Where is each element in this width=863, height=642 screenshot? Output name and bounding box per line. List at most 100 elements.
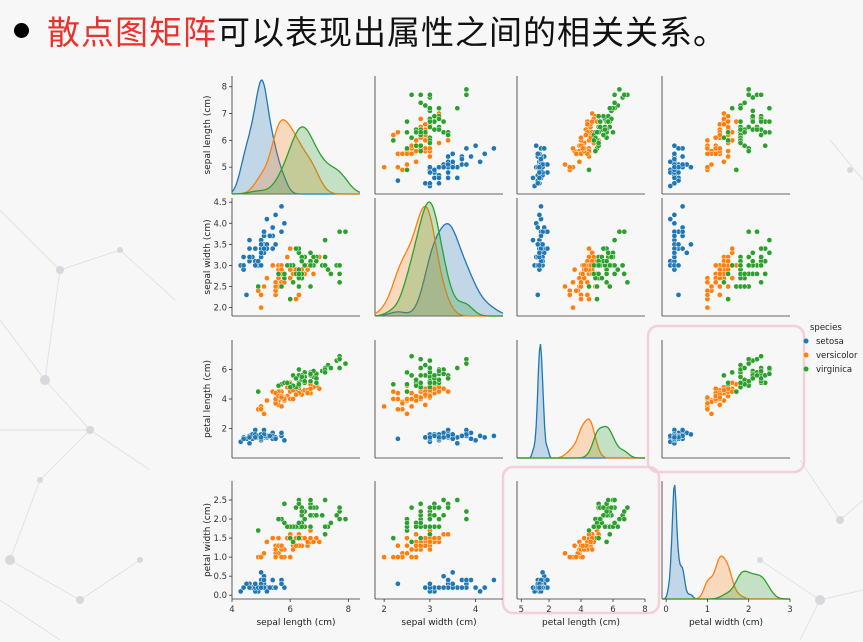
point-setosa	[258, 241, 264, 248]
point-versicolor	[296, 292, 302, 298]
point-virginica	[725, 379, 731, 386]
point-setosa	[459, 433, 465, 439]
point-virginica	[758, 245, 764, 252]
legend-label-virginica: virginica	[816, 365, 852, 375]
point-virginica	[603, 258, 610, 265]
point-versicolor	[573, 150, 580, 157]
title-text: 可以表现出属性之间的相关关系。	[217, 13, 727, 52]
point-virginica	[431, 126, 438, 133]
point-virginica	[301, 262, 308, 269]
point-virginica	[307, 497, 314, 503]
point-versicolor	[721, 262, 727, 269]
point-versicolor	[293, 296, 299, 302]
point-setosa	[463, 161, 470, 168]
point-virginica	[611, 237, 618, 243]
point-versicolor	[395, 129, 401, 136]
point-setosa	[445, 153, 451, 160]
point-virginica	[595, 140, 602, 146]
point-virginica	[592, 148, 599, 154]
point-virginica	[725, 129, 731, 136]
point-virginica	[600, 113, 607, 120]
point-virginica	[307, 283, 314, 290]
kde-fill-versicolor	[375, 206, 503, 316]
point-setosa	[671, 434, 678, 441]
point-virginica	[296, 500, 302, 507]
point-virginica	[281, 271, 288, 277]
point-virginica	[749, 108, 756, 114]
subplot-0-2	[516, 76, 645, 195]
point-virginica	[754, 271, 760, 277]
point-versicolor	[704, 292, 711, 298]
bullet-icon	[14, 22, 29, 38]
point-virginica	[342, 360, 349, 367]
point-setosa	[436, 180, 442, 187]
point-virginica	[595, 523, 602, 530]
point-setosa	[445, 577, 451, 583]
point-setosa	[481, 584, 488, 591]
point-setosa	[237, 588, 244, 595]
point-setosa	[449, 569, 456, 576]
point-versicolor	[704, 164, 711, 171]
point-versicolor	[422, 391, 429, 398]
point-virginica	[594, 129, 600, 136]
point-versicolor	[301, 535, 308, 541]
point-virginica	[328, 271, 334, 277]
x-tick-label: 5	[519, 605, 524, 615]
point-versicolor	[712, 279, 719, 286]
point-virginica	[342, 228, 349, 235]
point-versicolor	[261, 410, 267, 417]
legend-label-setosa: setosa	[816, 337, 844, 347]
point-versicolor	[316, 539, 323, 545]
point-setosa	[240, 584, 247, 591]
point-virginica	[298, 258, 305, 265]
point-setosa	[246, 245, 253, 252]
point-virginica	[597, 118, 604, 125]
point-setosa	[278, 580, 285, 587]
point-virginica	[754, 356, 760, 363]
point-virginica	[307, 523, 314, 530]
point-virginica	[758, 132, 764, 138]
point-setosa	[246, 440, 253, 447]
point-virginica	[390, 535, 397, 541]
point-setosa	[427, 180, 433, 187]
point-virginica	[336, 365, 343, 371]
point-versicolor	[313, 535, 320, 541]
y-tick-label: 2.0	[213, 515, 227, 525]
point-virginica	[586, 167, 592, 173]
subplot-1-3	[661, 198, 790, 317]
point-versicolor	[290, 396, 296, 402]
point-versicolor	[716, 283, 723, 290]
point-setosa	[671, 175, 678, 181]
point-setosa	[477, 588, 483, 595]
point-virginica	[721, 372, 727, 379]
point-setosa	[671, 142, 678, 149]
point-virginica	[590, 271, 597, 277]
point-virginica	[301, 516, 308, 522]
point-virginica	[436, 105, 442, 112]
point-virginica	[611, 91, 618, 98]
point-virginica	[390, 137, 397, 144]
point-virginica	[624, 504, 631, 511]
point-setosa	[463, 577, 470, 583]
point-versicolor	[573, 287, 580, 294]
point-virginica	[417, 365, 424, 371]
subplot-2-2	[516, 340, 645, 459]
point-versicolor	[436, 140, 442, 146]
point-virginica	[408, 91, 415, 98]
point-setosa	[472, 584, 479, 591]
point-setosa	[536, 584, 543, 591]
point-virginica	[404, 167, 410, 173]
point-virginica	[390, 381, 397, 388]
point-virginica	[463, 508, 470, 515]
point-virginica	[749, 249, 756, 256]
point-virginica	[745, 254, 752, 260]
point-virginica	[296, 535, 302, 541]
point-virginica	[322, 523, 328, 530]
point-virginica	[336, 516, 343, 522]
x-tick-label: 3	[787, 605, 792, 615]
point-virginica	[436, 368, 442, 374]
point-versicolor	[566, 292, 573, 298]
point-setosa	[675, 241, 682, 248]
point-setosa	[491, 577, 497, 583]
